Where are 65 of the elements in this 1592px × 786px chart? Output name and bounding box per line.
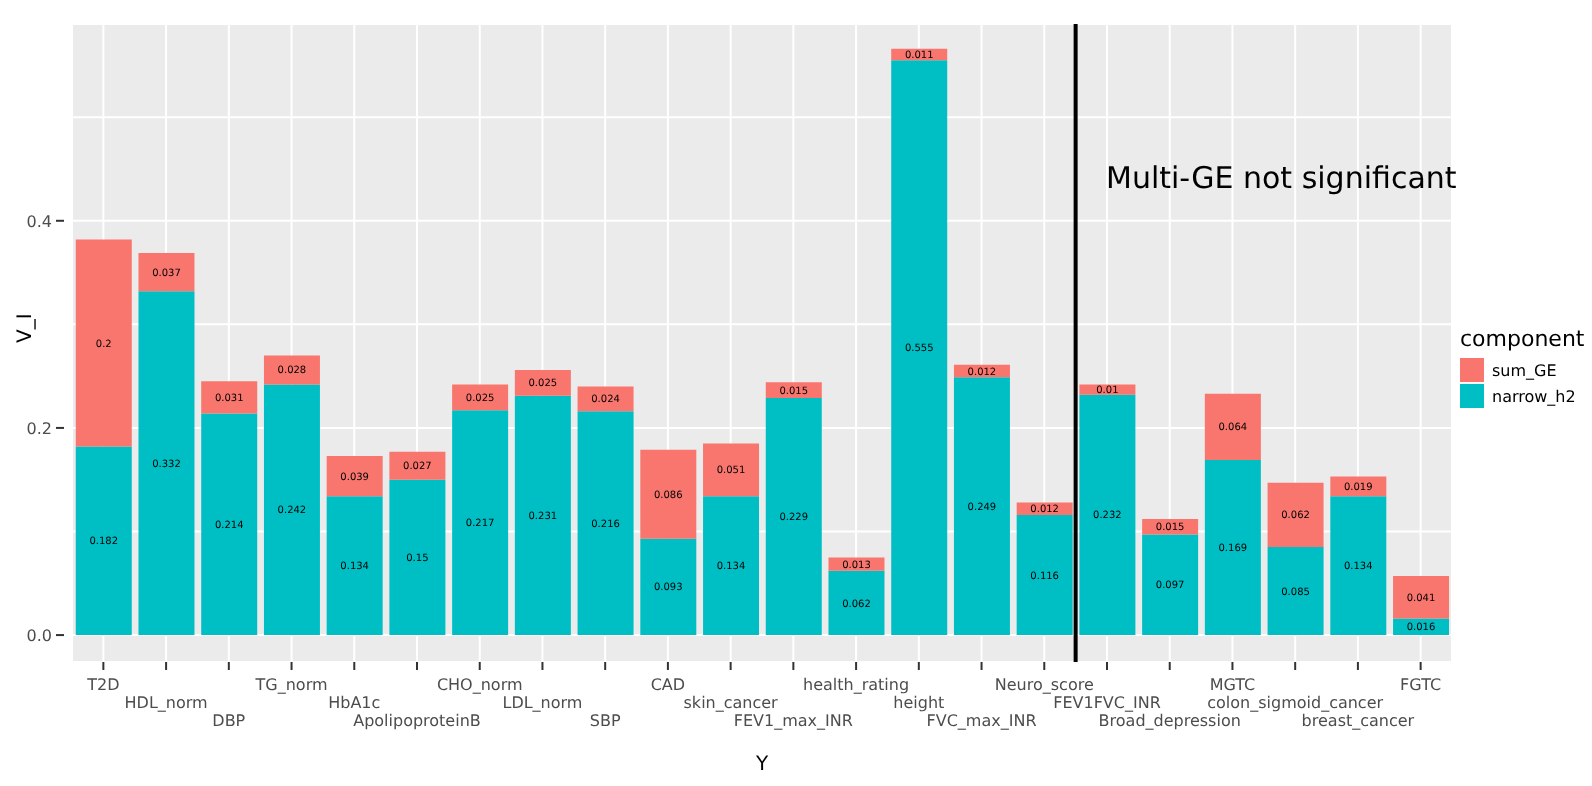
x-axis-title: Y <box>753 754 770 776</box>
bar <box>953 377 1010 636</box>
bar <box>1016 514 1073 636</box>
x-tick-label: DBP <box>212 712 246 730</box>
bar <box>1393 576 1450 619</box>
x-tick-label: health_rating <box>803 676 910 694</box>
bar <box>1267 482 1324 548</box>
x-tick-label: FVC_max_INR <box>926 712 1038 730</box>
x-tick-label: FEV1FVC_INR <box>1053 694 1162 712</box>
x-tick-label: HbA1c <box>328 694 381 712</box>
bar <box>765 397 822 636</box>
bar <box>1330 496 1387 636</box>
bar <box>1204 460 1261 636</box>
bar <box>389 479 446 636</box>
x-tick-label: ApolipoproteinB <box>353 712 481 730</box>
bar <box>326 496 383 636</box>
x-tick-label: skin_cancer <box>683 694 780 712</box>
bar <box>201 413 258 636</box>
bar <box>75 239 132 447</box>
bar <box>452 384 509 411</box>
x-tick-label: height <box>893 694 945 712</box>
x-tick-label: Neuro_score <box>994 676 1094 694</box>
bar <box>514 395 571 636</box>
bar <box>263 384 320 636</box>
x-tick-label: FGTC <box>1400 676 1442 694</box>
bar <box>640 449 697 539</box>
bar <box>389 451 446 480</box>
x-tick-label: Broad_depression <box>1098 712 1241 730</box>
bar <box>1142 534 1199 636</box>
y-tick-label: 0.0 <box>26 627 52 646</box>
bar <box>201 381 258 414</box>
bar <box>1079 394 1136 636</box>
y-tick-label: 0.4 <box>26 212 52 231</box>
bar <box>326 455 383 497</box>
x-tick-label: LDL_norm <box>502 694 583 712</box>
bar <box>1267 547 1324 636</box>
bar <box>452 410 509 636</box>
bar <box>703 496 760 636</box>
x-tick-label: T2D <box>85 676 120 694</box>
legend-label: narrow_h2 <box>1492 387 1576 405</box>
x-tick-label: CAD <box>650 676 686 694</box>
bar <box>1204 393 1261 461</box>
bar <box>138 252 195 292</box>
x-tick-label: breast_cancer <box>1301 712 1416 730</box>
x-tick-label: TG_norm <box>253 676 328 694</box>
x-tick-label: colon_sigmoid_cancer <box>1207 694 1385 712</box>
x-tick-label: CHO_norm <box>436 676 523 694</box>
x-tick-label: SBP <box>589 712 621 730</box>
x-tick-label: FEV1_max_INR <box>733 712 854 730</box>
bar <box>263 355 320 385</box>
bar <box>891 60 948 636</box>
bar <box>703 443 760 497</box>
bar <box>514 369 571 396</box>
y-axis-title: V_I <box>15 313 38 343</box>
x-tick-label: HDL_norm <box>124 694 209 712</box>
bar <box>75 446 132 636</box>
bar <box>828 570 885 636</box>
bar <box>640 538 697 636</box>
legend-title: component <box>1460 326 1585 352</box>
bar <box>138 291 195 636</box>
y-tick-label: 0.2 <box>26 419 52 438</box>
bar <box>577 411 634 636</box>
x-tick-label: MGTC <box>1209 676 1257 694</box>
annotation: Multi-GE not significant <box>1106 160 1457 196</box>
legend-label: sum_GE <box>1492 361 1557 379</box>
